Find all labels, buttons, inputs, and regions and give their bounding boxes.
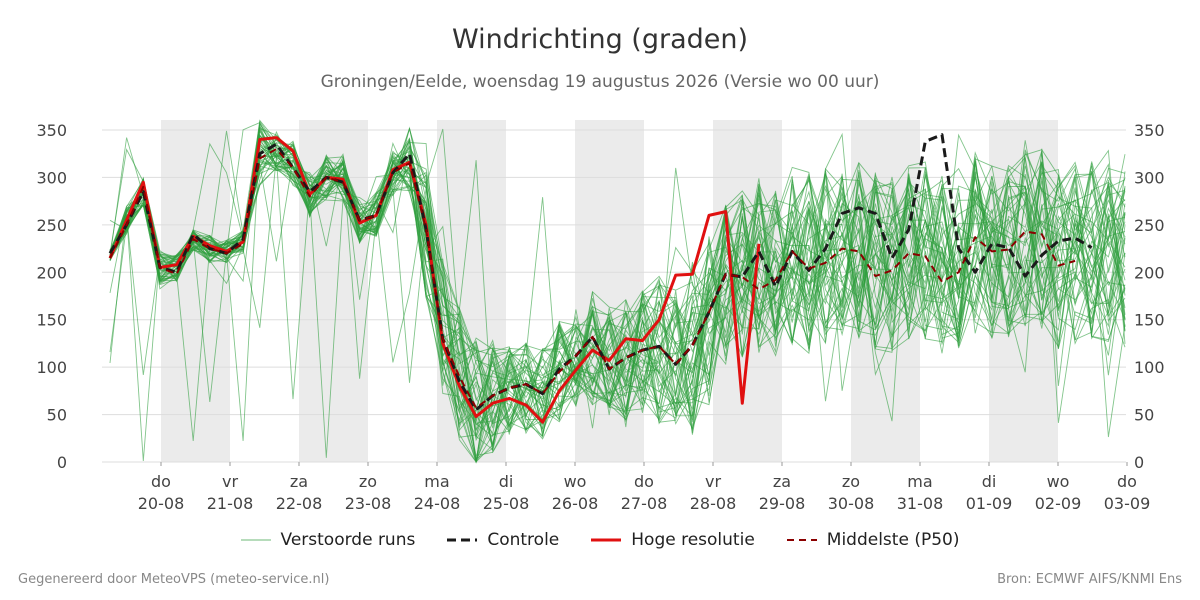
chart-subtitle: Groningen/Eelde, woensdag 19 augustus 20…: [320, 72, 880, 92]
y-tick-right-350: 350: [1134, 121, 1165, 140]
y-tick-right-50: 50: [1134, 406, 1154, 425]
y-tick-right-0: 0: [1134, 453, 1144, 472]
x-tick-day-9: za: [773, 472, 791, 491]
legend-label-median: Middelste (P50): [826, 530, 960, 550]
ensemble-member-46: [109, 137, 1126, 426]
x-tick-date-7: 27-08: [621, 494, 668, 513]
x-tick-date-9: 29-08: [759, 494, 806, 513]
x-tick-day-11: ma: [907, 472, 932, 491]
y-tick-left-150: 150: [36, 311, 67, 330]
ensemble-member-37: [109, 140, 1126, 431]
x-tick-day-0: do: [151, 472, 171, 491]
footer-source: Bron: ECMWF AIFS/KNMI Ens: [997, 572, 1182, 587]
x-tick-day-10: zo: [842, 472, 860, 491]
ensemble-member-50: [109, 130, 1126, 422]
series-line-controle-0: [108, 133, 1093, 412]
ensemble-members: [109, 119, 1126, 464]
y-tick-right-100: 100: [1134, 358, 1165, 377]
x-tick-date-0: 20-08: [138, 494, 185, 513]
x-tick-day-5: di: [499, 472, 514, 491]
legend: Verstoorde runs Controle Hoge resolutie …: [0, 530, 1200, 550]
x-tick-date-11: 31-08: [897, 494, 944, 513]
legend-label-control: Controle: [487, 530, 560, 550]
x-tick-date-1: 21-08: [207, 494, 254, 513]
x-tick-date-4: 24-08: [414, 494, 461, 513]
legend-swatch-perturbed: [240, 539, 271, 541]
y-tick-left-100: 100: [36, 358, 67, 377]
legend-swatch-control: [447, 538, 478, 542]
chart-title: Windrichting (graden): [451, 24, 749, 55]
ensemble-member-30: [109, 129, 1126, 431]
y-tick-left-0: 0: [57, 453, 67, 472]
y-tick-right-150: 150: [1134, 311, 1165, 330]
legend-item-highres: Hoge resolutie: [591, 530, 755, 550]
y-tick-left-250: 250: [36, 216, 67, 235]
ensemble-member-23: [109, 152, 1126, 429]
x-tick-day-12: di: [982, 472, 997, 491]
x-tick-day-1: vr: [222, 472, 238, 491]
y-tick-left-350: 350: [36, 121, 67, 140]
ensemble-member-49: [109, 133, 1126, 423]
x-tick-day-14: do: [1117, 472, 1137, 491]
y-tick-left-200: 200: [36, 263, 67, 282]
x-tick-date-2: 22-08: [276, 494, 323, 513]
ensemble-member-44: [109, 153, 1126, 426]
legend-swatch-highres: [591, 538, 622, 542]
x-tick-day-7: do: [634, 472, 654, 491]
legend-item-control: Controle: [447, 530, 559, 550]
x-tick-date-6: 26-08: [552, 494, 599, 513]
legend-label-highres: Hoge resolutie: [631, 530, 755, 550]
ensemble-member-25: [109, 148, 1126, 435]
legend-swatch-median: [786, 539, 817, 541]
x-tick-date-5: 25-08: [483, 494, 530, 513]
ensemble-member-28: [109, 122, 1126, 456]
y-tick-right-250: 250: [1134, 216, 1165, 235]
x-tick-day-4: ma: [424, 472, 449, 491]
x-tick-date-13: 02-09: [1035, 494, 1082, 513]
y-tick-left-50: 50: [47, 406, 67, 425]
x-tick-day-6: wo: [564, 472, 587, 491]
series-line-middelste-p50-0: [109, 148, 1076, 409]
x-tick-date-8: 28-08: [690, 494, 737, 513]
y-tick-left-300: 300: [36, 168, 67, 187]
y-tick-right-300: 300: [1134, 168, 1165, 187]
x-tick-date-12: 01-09: [966, 494, 1013, 513]
x-tick-day-2: za: [290, 472, 308, 491]
x-tick-date-3: 23-08: [345, 494, 392, 513]
x-tick-day-8: vr: [705, 472, 721, 491]
legend-item-perturbed: Verstoorde runs: [240, 530, 416, 550]
legend-label-perturbed: Verstoorde runs: [280, 530, 416, 550]
ensemble-member-36: [109, 142, 1126, 460]
ensemble-member-32: [109, 128, 1126, 437]
x-tick-date-10: 30-08: [828, 494, 875, 513]
legend-item-median: Middelste (P50): [786, 530, 960, 550]
x-tick-day-13: wo: [1047, 472, 1070, 491]
main-series: [108, 133, 1093, 424]
axes: 0 0 50 50 100 100 150 150 200 200 250 250 300 300 350 3…: [36, 121, 1164, 513]
x-tick-date-14: 03-09: [1104, 494, 1151, 513]
x-tick-day-3: zo: [359, 472, 377, 491]
y-tick-right-200: 200: [1134, 263, 1165, 282]
ensemble-member-10: [109, 160, 1126, 440]
footer-generated-by: Gegenereerd door MeteoVPS (meteo-service…: [18, 572, 330, 587]
